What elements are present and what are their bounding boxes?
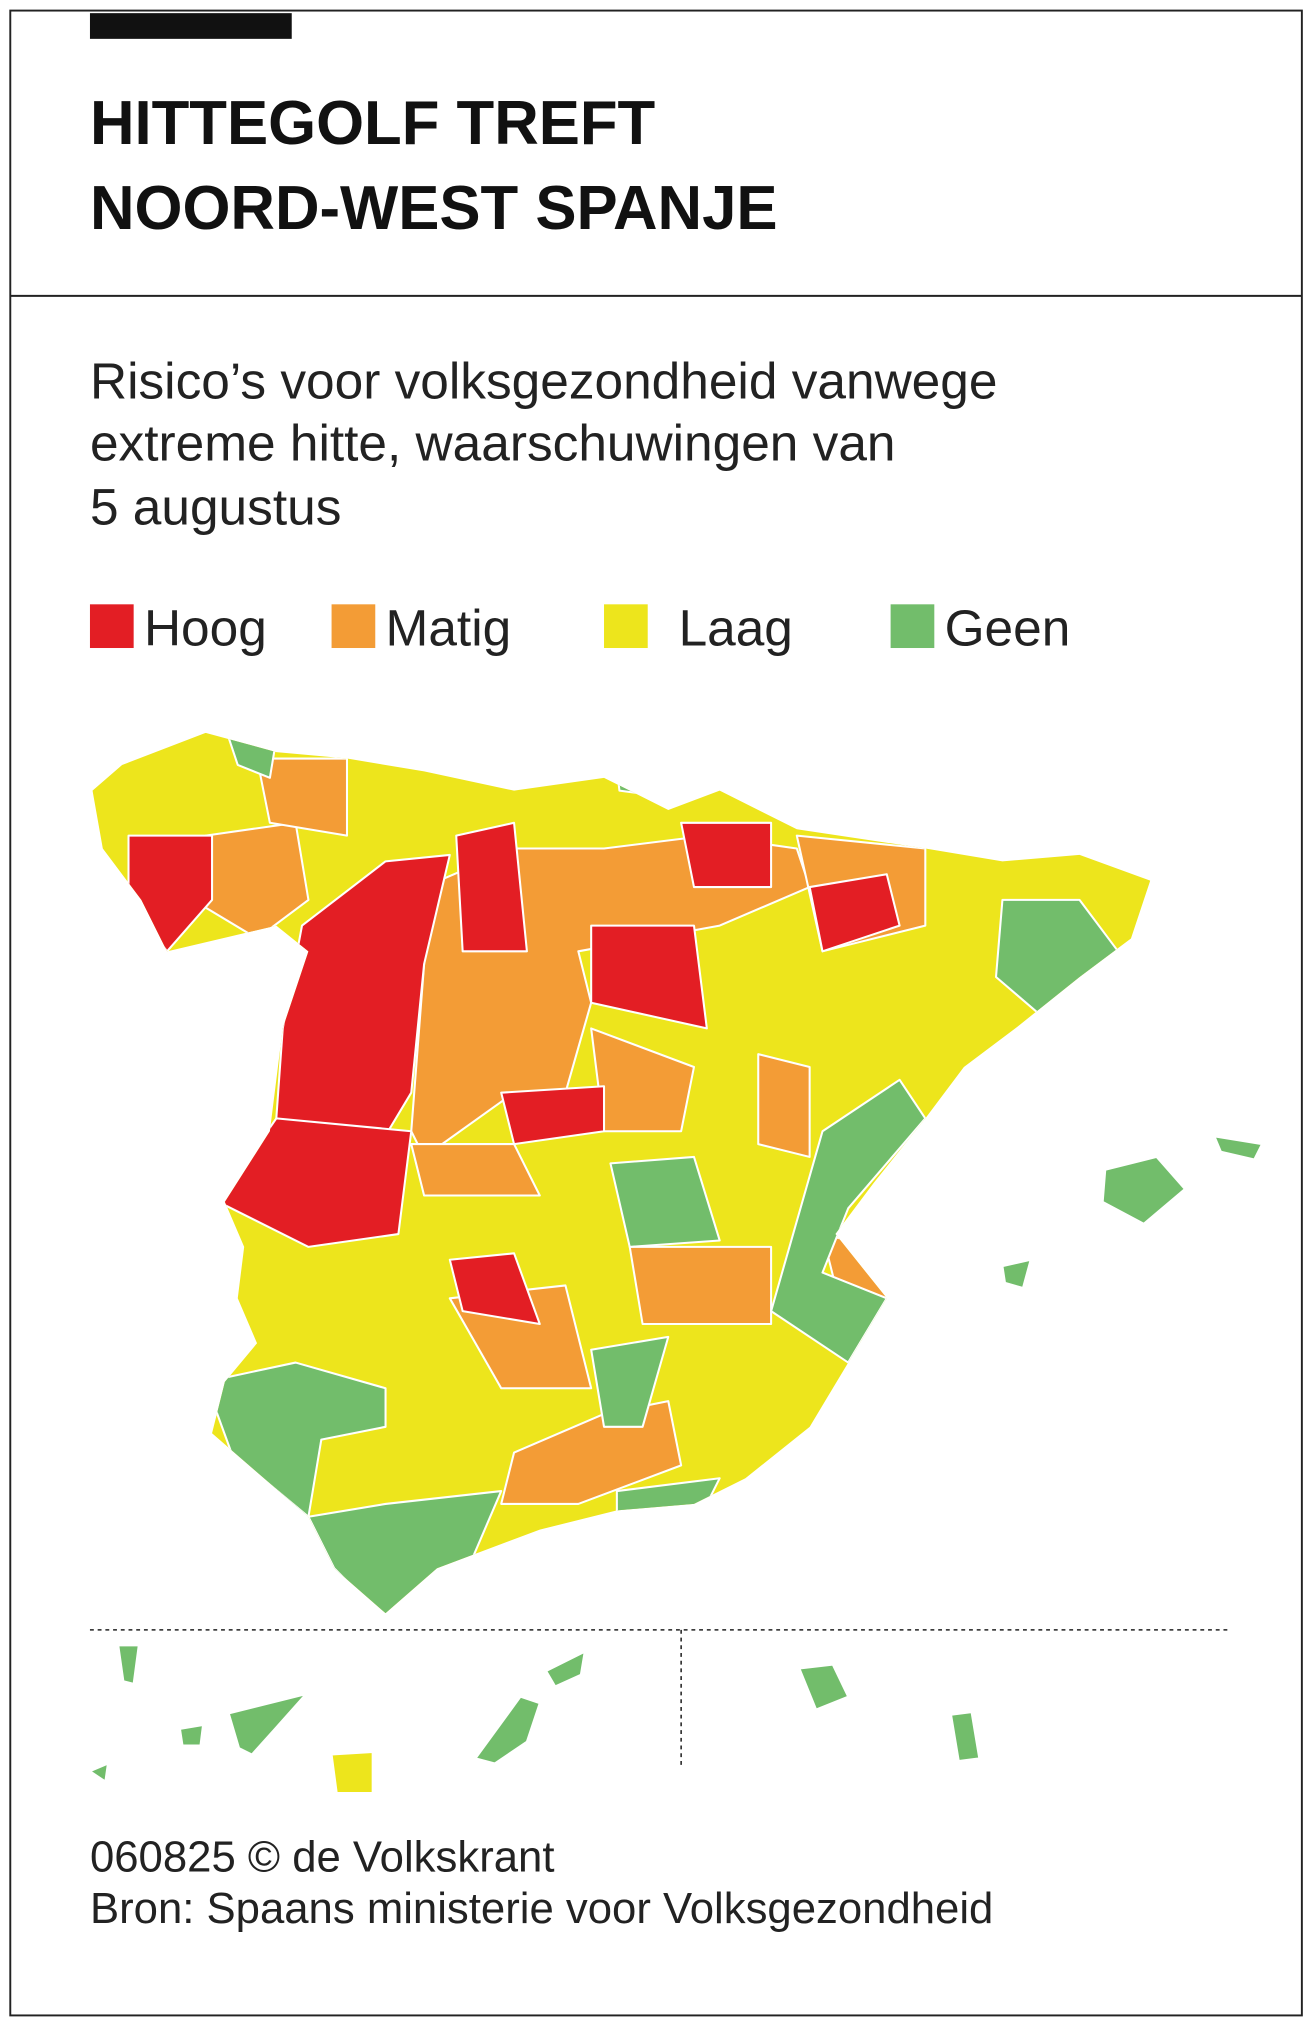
- region: [330, 1750, 374, 1795]
- region: [770, 1078, 927, 1364]
- subtitle-line: extreme hitte, waarschuwingen van: [90, 413, 896, 471]
- region: [1101, 1155, 1186, 1225]
- region: [410, 1143, 541, 1197]
- region: [628, 1245, 773, 1326]
- region: [798, 1663, 850, 1711]
- footer-line: 060825 © de Volkskrant: [90, 1832, 555, 1881]
- legend-label: Laag: [679, 598, 793, 656]
- legend-swatch: [604, 604, 648, 649]
- region: [117, 1644, 140, 1685]
- subtitle-line: 5 augustus: [90, 478, 341, 536]
- legend-swatch: [890, 604, 935, 649]
- header-bar: [89, 13, 292, 39]
- legend-label: Hoog: [144, 598, 267, 656]
- region: [609, 1155, 721, 1248]
- region: [455, 821, 528, 953]
- title-line: HITTEGOLF TREFT: [90, 89, 656, 158]
- region: [949, 1711, 981, 1762]
- region: [545, 1650, 586, 1688]
- region: [680, 821, 773, 889]
- region: [88, 1762, 109, 1783]
- region: [474, 1695, 541, 1765]
- region: [808, 873, 901, 953]
- region: [757, 1053, 811, 1158]
- region: [227, 1693, 307, 1756]
- legend-swatch: [331, 604, 376, 649]
- region: [1001, 1258, 1032, 1290]
- legend-swatch: [89, 604, 134, 649]
- region: [275, 853, 451, 1158]
- region: [615, 767, 660, 796]
- region: [590, 1335, 670, 1428]
- legend-label: Geen: [945, 598, 1071, 656]
- subtitle-line: Risico’s voor volksgezondheid vanwege: [90, 352, 997, 410]
- map: [92, 732, 1151, 1614]
- region: [448, 1252, 541, 1326]
- legend: Hoog Matig Laag Geen: [89, 598, 1071, 656]
- region: [590, 924, 708, 1030]
- footer-line: Bron: Spaans ministerie voor Volksgezond…: [90, 1884, 993, 1933]
- region: [256, 757, 349, 837]
- region: [500, 1085, 606, 1146]
- frame: [9, 9, 1303, 2017]
- islands: [88, 1135, 1264, 1795]
- region: [1213, 1135, 1264, 1161]
- title-line: NOORD-WEST SPANJE: [90, 174, 778, 243]
- region: [178, 1723, 205, 1747]
- legend-label: Matig: [386, 598, 512, 656]
